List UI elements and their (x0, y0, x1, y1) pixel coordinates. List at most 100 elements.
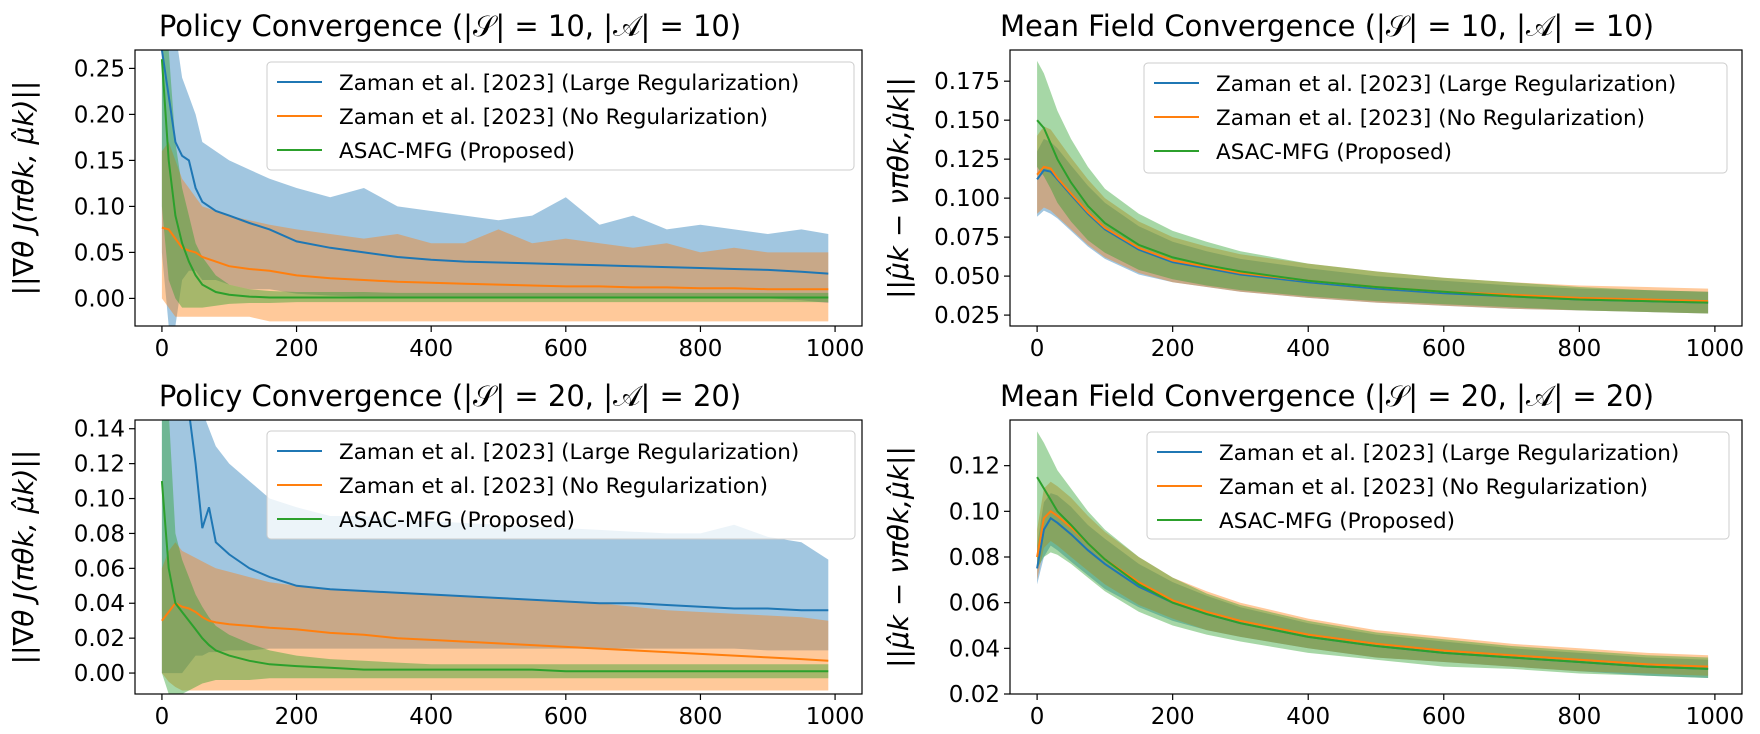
legend-label-2: ASAC-MFG (Proposed) (1219, 509, 1455, 534)
y-tick-label: 0.06 (949, 591, 1000, 617)
legend-label-2: ASAC-MFG (Proposed) (339, 508, 575, 533)
chart-mean-field-convergence-20: Mean Field Convergence (|𝒮| = 20, |𝒜| = … (882, 379, 1744, 730)
y-tick-label: 0.04 (74, 591, 125, 617)
y-tick-label: 0.150 (934, 108, 1000, 134)
legend-label-2: ASAC-MFG (Proposed) (339, 139, 575, 164)
x-tick-label: 400 (409, 704, 453, 730)
y-tick-label: 0.10 (949, 499, 1000, 525)
legend-label-0: Zaman et al. [2023] (Large Regularizatio… (1216, 72, 1676, 97)
x-tick-label: 1000 (806, 336, 865, 362)
legend-label-1: Zaman et al. [2023] (No Regularization) (339, 474, 768, 499)
y-tick-label: 0.20 (74, 102, 125, 128)
series-line-0 (189, 420, 829, 612)
x-tick-label: 800 (1557, 336, 1601, 362)
legend: Zaman et al. [2023] (Large Regularizatio… (1146, 431, 1730, 540)
y-tick-label: 0.100 (934, 186, 1000, 212)
x-tick-label: 200 (1151, 336, 1195, 362)
legend: Zaman et al. [2023] (Large Regularizatio… (266, 430, 856, 540)
y-tick-label: 0.175 (934, 69, 1000, 95)
y-tick-label: 0.02 (74, 626, 125, 652)
legend-label-1: Zaman et al. [2023] (No Regularization) (339, 105, 768, 130)
series-line-1 (1036, 510, 1709, 668)
y-tick-label: 0.10 (74, 194, 125, 220)
x-tick-label: 0 (1030, 336, 1045, 362)
legend-label-1: Zaman et al. [2023] (No Regularization) (1216, 106, 1645, 131)
confidence-band-0 (161, 420, 829, 674)
y-axis-label: ||μ̂k − νπθk,μ̂k|| (882, 77, 915, 299)
x-tick-label: 0 (155, 704, 170, 730)
y-tick-label: 0.08 (74, 521, 125, 547)
legend: Zaman et al. [2023] (Large Regularizatio… (1143, 62, 1728, 174)
series-line-2 (160, 59, 829, 299)
y-tick-label: 0.25 (74, 56, 125, 82)
confidence-band-0 (1037, 493, 1709, 678)
x-tick-label: 600 (1422, 704, 1466, 730)
y-tick-label: 0.14 (74, 417, 125, 443)
series-line-1 (161, 601, 829, 662)
series-line-1 (161, 226, 829, 291)
y-axis-label: ||∇θ J(πθk, μ̂k)|| (7, 450, 40, 665)
confidence-band-1 (161, 542, 829, 691)
legend-label-0: Zaman et al. [2023] (Large Regularizatio… (339, 440, 799, 465)
series-line-1 (1036, 165, 1709, 303)
chart-title: Mean Field Convergence (|𝒮| = 10, |𝒜| = … (1000, 9, 1654, 43)
x-tick-label: 600 (1422, 336, 1466, 362)
y-tick-label: 0.04 (949, 636, 1000, 662)
confidence-band-2 (1037, 60, 1709, 314)
chart-title: Policy Convergence (|𝒮| = 20, |𝒜| = 20) (159, 379, 741, 413)
x-tick-label: 800 (678, 704, 722, 730)
legend-label-0: Zaman et al. [2023] (Large Regularizatio… (1219, 441, 1679, 466)
y-tick-label: 0.00 (74, 661, 125, 687)
legend-box (266, 61, 855, 171)
chart-policy-convergence-10: Policy Convergence (|𝒮| = 10, |𝒜| = 10) |… (7, 9, 864, 362)
chart-mean-field-convergence-10: Mean Field Convergence (|𝒮| = 10, |𝒜| = … (882, 9, 1744, 362)
series-line-2 (160, 481, 829, 673)
x-tick-label: 800 (678, 336, 722, 362)
x-tick-label: 1000 (806, 704, 865, 730)
y-tick-label: 0.12 (949, 454, 1000, 480)
y-tick-label: 0.050 (934, 264, 1000, 290)
legend-label-0: Zaman et al. [2023] (Large Regularizatio… (339, 71, 799, 96)
y-tick-label: 0.15 (74, 148, 125, 174)
y-tick-label: 0.06 (74, 556, 125, 582)
confidence-band-1 (1037, 481, 1709, 676)
axes-frame (134, 49, 863, 327)
legend-box (1143, 62, 1728, 174)
x-tick-label: 400 (409, 336, 453, 362)
x-tick-label: 400 (1286, 704, 1330, 730)
x-tick-label: 800 (1557, 704, 1601, 730)
legend-label-2: ASAC-MFG (Proposed) (1216, 140, 1452, 165)
plot-area (160, 420, 829, 694)
series-line-2 (1036, 119, 1709, 304)
legend-box (266, 430, 856, 540)
y-tick-label: 0.025 (934, 303, 1000, 329)
axes-frame (1009, 49, 1743, 327)
legend: Zaman et al. [2023] (Large Regularizatio… (266, 61, 855, 171)
y-tick-label: 0.05 (74, 240, 125, 266)
y-tick-label: 0.00 (74, 286, 125, 312)
y-tick-label: 0.12 (74, 452, 125, 478)
x-tick-label: 0 (1030, 704, 1045, 730)
x-tick-label: 1000 (1686, 704, 1745, 730)
legend-label-1: Zaman et al. [2023] (No Regularization) (1219, 475, 1648, 500)
y-axis-label: ||μ̂k − νπθk,μ̂k|| (882, 446, 915, 668)
y-axis-label: ||∇θ J(πθk, μ̂k)|| (7, 81, 40, 296)
series-line-2 (1036, 476, 1709, 670)
axes-frame (134, 419, 863, 695)
x-tick-label: 600 (544, 336, 588, 362)
confidence-band-1 (161, 142, 829, 322)
y-tick-label: 0.02 (949, 682, 1000, 708)
confidence-band-0 (1037, 138, 1709, 314)
x-tick-label: 200 (275, 704, 319, 730)
x-tick-label: 400 (1286, 336, 1330, 362)
y-tick-label: 0.125 (934, 147, 1000, 173)
confidence-band-2 (161, 420, 829, 694)
x-tick-label: 200 (275, 336, 319, 362)
chart-title: Policy Convergence (|𝒮| = 10, |𝒜| = 10) (159, 9, 741, 43)
confidence-band-2 (1037, 431, 1709, 678)
x-tick-label: 0 (155, 336, 170, 362)
plot-area (160, 50, 829, 326)
y-tick-label: 0.10 (74, 487, 125, 513)
y-tick-label: 0.075 (934, 225, 1000, 251)
chart-policy-convergence-20: Policy Convergence (|𝒮| = 20, |𝒜| = 20) |… (7, 379, 864, 730)
